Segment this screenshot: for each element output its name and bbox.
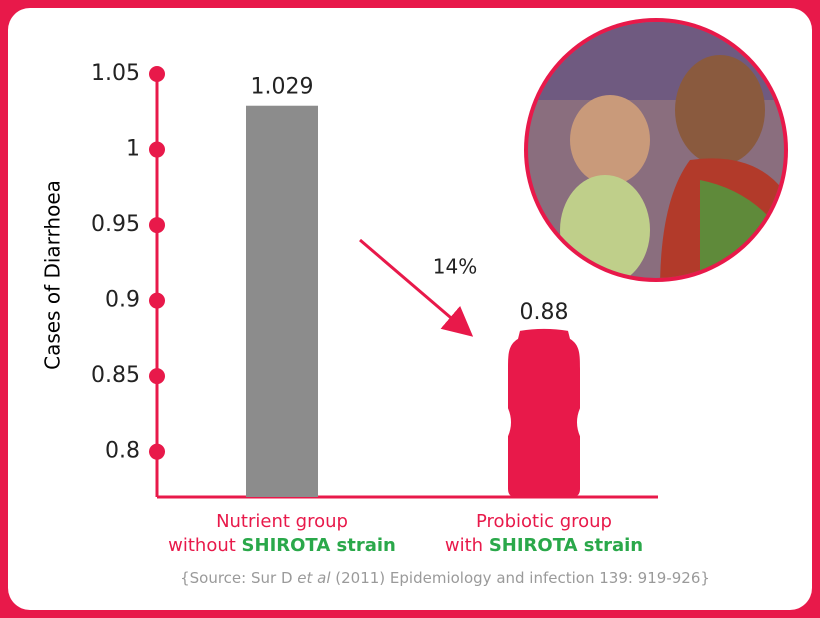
annotation: 14%	[433, 255, 477, 279]
y-tick-label: 1	[126, 137, 140, 162]
tick-dot	[149, 443, 165, 460]
tick-dot	[149, 217, 165, 234]
sublabel-text: without	[168, 535, 236, 556]
y-axis-label: Cases of Diarrhoea	[41, 180, 65, 370]
value-label: 0.88	[520, 300, 569, 325]
arrow	[359, 238, 474, 337]
source: {Source: Sur D et al (2011) Epidemiology…	[180, 569, 710, 587]
tick-dot	[149, 368, 165, 385]
tick-dot	[149, 66, 165, 82]
x-tick-sublabel: without SHIROTA strain	[168, 535, 396, 556]
sublabel-text: with	[445, 535, 483, 556]
y-tick-label: 0.9	[105, 288, 140, 313]
x-tick-label: Probiotic group	[476, 511, 612, 532]
sublabel-highlight: SHIROTA strain	[489, 535, 643, 556]
y-tick-label: 0.85	[91, 363, 140, 388]
source-italic: et al	[297, 569, 331, 587]
y-tick-label: 0.8	[105, 439, 140, 464]
x-tick-label: Nutrient group	[216, 511, 348, 532]
x-tick-sublabel: with SHIROTA strain	[445, 535, 643, 556]
photo	[524, 18, 788, 282]
bar	[246, 105, 318, 497]
bottle-bar	[508, 328, 580, 497]
source-text: (2011) Epidemiology and infection 139: 9…	[331, 569, 710, 587]
y-tick-label: 1.05	[91, 61, 140, 86]
tick-dot	[149, 141, 165, 158]
tick-dot	[149, 292, 165, 309]
value-label: 1.029	[251, 75, 314, 100]
sublabel-highlight: SHIROTA strain	[242, 535, 396, 556]
source-text: {Source: Sur D	[180, 569, 297, 587]
y-tick-label: 0.95	[91, 212, 140, 237]
